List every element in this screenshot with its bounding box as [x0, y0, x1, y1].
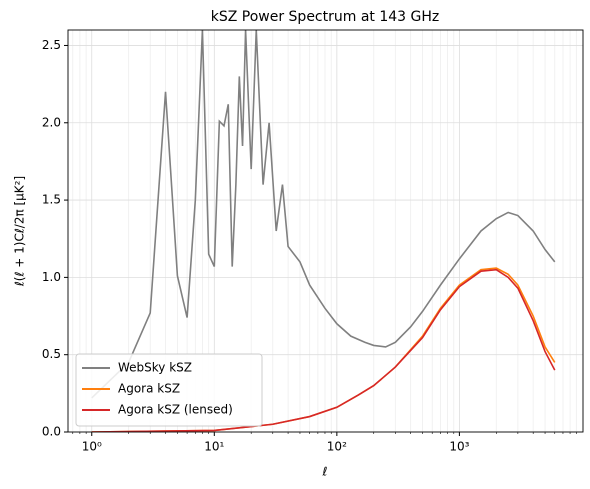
legend-label: Agora kSZ: [118, 382, 180, 396]
series-line: [91, 268, 556, 432]
x-tick-label: 10¹: [204, 440, 224, 454]
legend-label: Agora kSZ (lensed): [118, 403, 233, 417]
y-tick-label: 0.0: [42, 425, 61, 439]
x-tick-label: 10²: [327, 440, 347, 454]
y-tick-label: 1.5: [42, 193, 61, 207]
y-axis-label: ℓ(ℓ + 1)Cℓ/2π [μK²]: [13, 176, 27, 287]
plot-frame: [67, 29, 584, 433]
x-tick-label: 10⁰: [82, 440, 102, 454]
y-tick-label: 0.5: [42, 347, 61, 361]
x-tick-label: 10³: [449, 440, 469, 454]
chart-title: kSZ Power Spectrum at 143 GHz: [211, 9, 440, 25]
series-line: [91, 30, 556, 399]
y-tick-label: 1.0: [42, 270, 61, 284]
x-axis-label: ℓ: [322, 465, 328, 479]
y-tick-label: 2.5: [42, 38, 61, 52]
legend-label: WebSky kSZ: [118, 361, 192, 375]
y-tick-label: 2.0: [42, 115, 61, 129]
legend-box: [75, 353, 263, 427]
